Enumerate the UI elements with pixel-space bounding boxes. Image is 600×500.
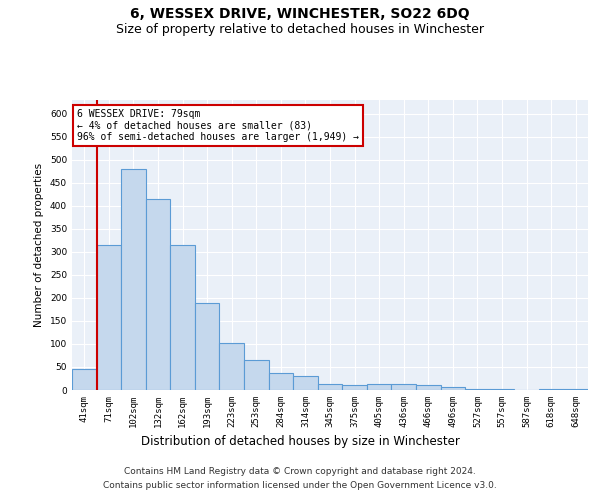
Text: Contains public sector information licensed under the Open Government Licence v3: Contains public sector information licen… <box>103 481 497 490</box>
Bar <box>465 388 490 390</box>
Text: 6 WESSEX DRIVE: 79sqm
← 4% of detached houses are smaller (83)
96% of semi-detac: 6 WESSEX DRIVE: 79sqm ← 4% of detached h… <box>77 108 359 142</box>
Bar <box>293 376 318 390</box>
Bar <box>170 245 195 390</box>
Bar <box>269 373 293 390</box>
Bar <box>490 388 514 390</box>
Bar <box>146 199 170 390</box>
Bar <box>342 386 367 390</box>
Text: Contains HM Land Registry data © Crown copyright and database right 2024.: Contains HM Land Registry data © Crown c… <box>124 468 476 476</box>
Bar <box>244 360 269 390</box>
Text: Size of property relative to detached houses in Winchester: Size of property relative to detached ho… <box>116 22 484 36</box>
Y-axis label: Number of detached properties: Number of detached properties <box>34 163 44 327</box>
Text: Distribution of detached houses by size in Winchester: Distribution of detached houses by size … <box>140 435 460 448</box>
Bar <box>539 388 563 390</box>
Bar <box>440 387 465 390</box>
Bar <box>416 386 440 390</box>
Bar <box>391 384 416 390</box>
Bar <box>318 384 342 390</box>
Bar <box>220 343 244 390</box>
Bar <box>72 370 97 390</box>
Bar <box>195 302 220 390</box>
Bar <box>97 245 121 390</box>
Text: 6, WESSEX DRIVE, WINCHESTER, SO22 6DQ: 6, WESSEX DRIVE, WINCHESTER, SO22 6DQ <box>130 8 470 22</box>
Bar <box>367 384 391 390</box>
Bar <box>121 169 146 390</box>
Bar <box>563 388 588 390</box>
